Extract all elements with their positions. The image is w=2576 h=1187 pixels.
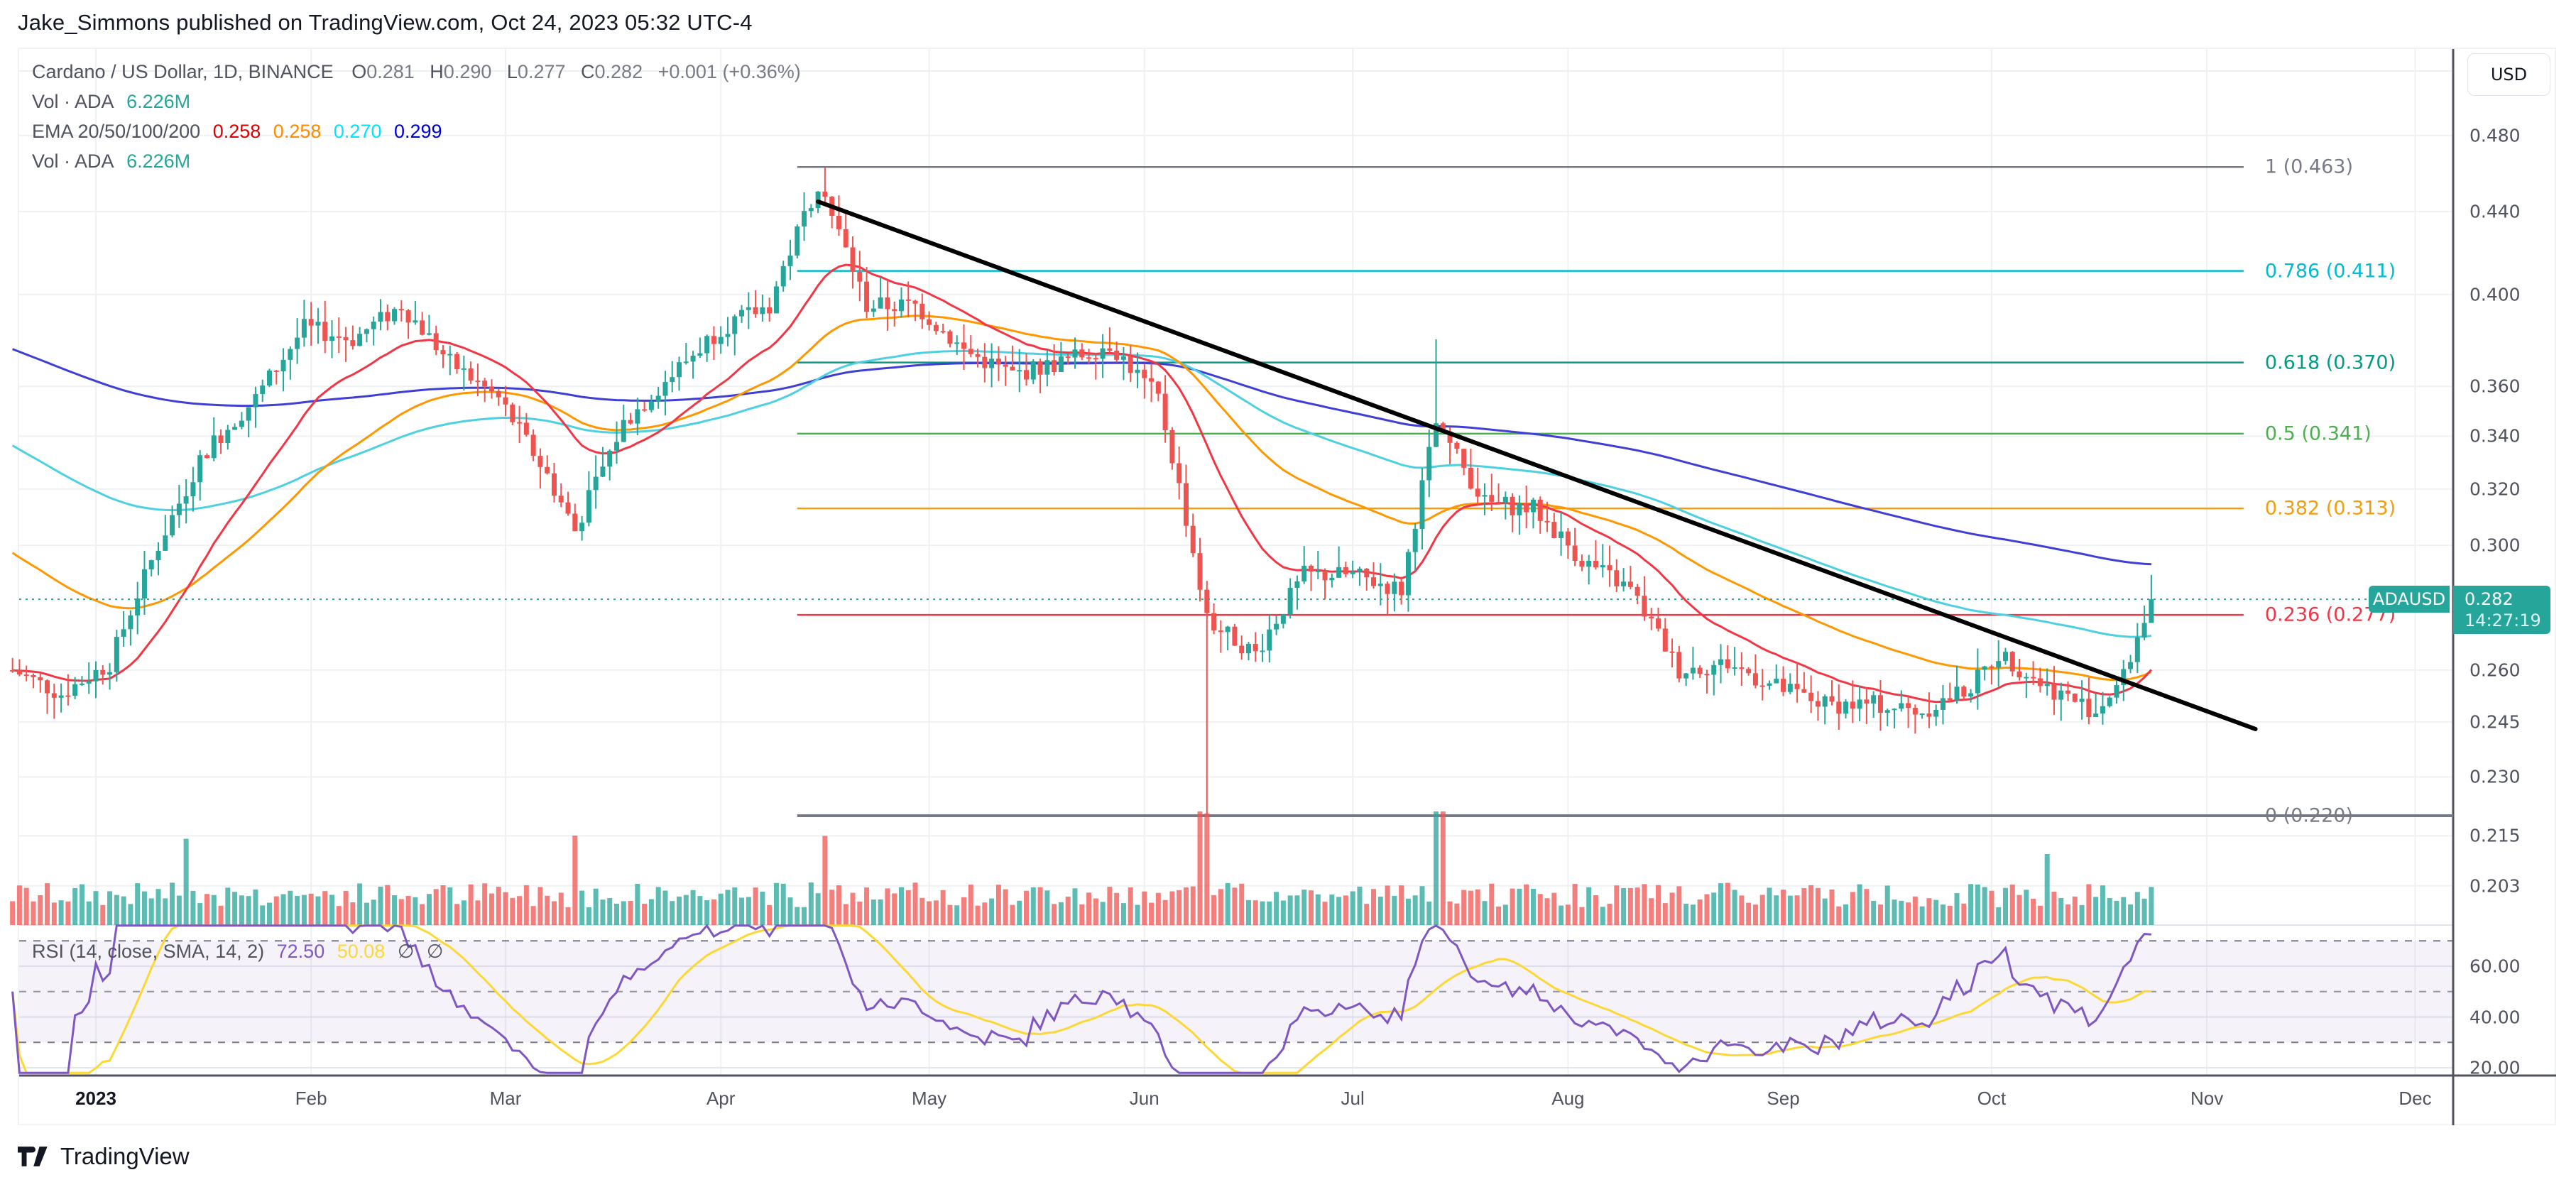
close-label: C [581, 61, 595, 82]
rsi-extra-1: ∅ [397, 941, 415, 962]
volume-legend[interactable]: Vol · ADA 6.226M [32, 91, 197, 113]
volume-bars [10, 811, 2154, 925]
fib-label: 0.382 (0.313) [2264, 497, 2396, 520]
open-value: 0.281 [366, 61, 415, 82]
time-tick: Jun [1129, 1088, 1159, 1109]
price-tick: 0.260 [2469, 660, 2521, 681]
volume-value: 6.226M [126, 91, 191, 112]
rsi-tick: 40.00 [2469, 1007, 2521, 1027]
fib-label: 1 (0.463) [2264, 155, 2353, 178]
ema-label: EMA 20/50/100/200 [32, 121, 201, 142]
volume-value-2: 6.226M [126, 151, 191, 172]
ema100-value: 0.270 [333, 121, 382, 142]
rsi-line [11, 924, 2152, 1074]
currency-button[interactable]: USD [2467, 53, 2550, 96]
volume-legend-2[interactable]: Vol · ADA 6.226M [32, 151, 197, 173]
price-tick: 0.300 [2469, 535, 2521, 556]
ema50-value: 0.258 [273, 121, 322, 142]
volume-label-2: Vol · ADA [32, 151, 114, 172]
ema-legend[interactable]: EMA 20/50/100/200 0.258 0.258 0.270 0.29… [32, 121, 449, 143]
tradingview-logo-icon [18, 1147, 48, 1166]
fib-label: 0.786 (0.411) [2264, 260, 2396, 283]
time-tick: Mar [489, 1088, 522, 1109]
time-tick: Aug [1551, 1088, 1585, 1109]
rsi-extra-2: ∅ [426, 941, 444, 962]
rsi-band [19, 941, 2453, 1043]
time-tick: Jul [1341, 1088, 1365, 1109]
trendline[interactable] [816, 199, 2258, 731]
publisher-line: Jake_Simmons published on TradingView.co… [18, 10, 753, 35]
time-tick: Apr [706, 1088, 736, 1109]
tradingview-logo[interactable]: TradingView [18, 1143, 190, 1170]
change-value: +0.001 (+0.36%) [657, 61, 801, 82]
price-tick: 0.360 [2469, 376, 2521, 397]
low-label: L [506, 61, 518, 82]
symbol-title: Cardano / US Dollar, 1D, BINANCE [32, 61, 334, 82]
symbol-price-tag: ADAUSD [2369, 586, 2450, 613]
chart-frame [18, 48, 2556, 1125]
ema100-line [11, 349, 2152, 638]
time-tick: Sep [1767, 1088, 1800, 1109]
price-tick: 0.203 [2469, 875, 2521, 897]
current-price: 0.282 [2465, 589, 2514, 609]
ema200-value: 0.299 [393, 121, 442, 142]
price-tick: 0.230 [2469, 766, 2521, 787]
price-tick: 0.215 [2469, 825, 2521, 846]
fib-label: 0.618 (0.370) [2264, 351, 2396, 374]
candles [10, 167, 2154, 816]
brand-name: TradingView [60, 1143, 190, 1169]
ema200-line [12, 348, 2151, 566]
ema50-line [11, 314, 2152, 682]
symbol-legend[interactable]: Cardano / US Dollar, 1D, BINANCE O0.281 … [32, 61, 811, 83]
rsi-sma-value: 50.08 [337, 941, 386, 962]
current-price-tag: 0.282 14:27:19 [2453, 586, 2550, 634]
time-tick: Feb [295, 1088, 327, 1109]
price-tick: 0.340 [2469, 425, 2521, 447]
time-tick: Nov [2190, 1088, 2224, 1109]
high-label: H [430, 61, 444, 82]
low-value: 0.277 [517, 61, 566, 82]
price-tick: 0.320 [2469, 478, 2521, 500]
fib-label: 0.5 (0.341) [2264, 422, 2372, 445]
price-tick: 0.440 [2469, 201, 2521, 222]
fib-label: 0 (0.220) [2264, 804, 2353, 827]
time-tick: Oct [1977, 1088, 2007, 1109]
volume-label: Vol · ADA [32, 91, 114, 112]
price-tick: 0.480 [2469, 125, 2521, 146]
rsi-tick: 60.00 [2469, 956, 2521, 977]
close-value: 0.282 [594, 61, 643, 82]
time-tick: Dec [2398, 1088, 2432, 1109]
time-tick: May [912, 1088, 947, 1109]
ema20-line [12, 263, 2153, 704]
rsi-legend[interactable]: RSI (14, close, SMA, 14, 2) 72.50 50.08 … [32, 941, 450, 963]
price-tick: 0.400 [2469, 284, 2521, 305]
rsi-value: 72.50 [276, 941, 325, 962]
rsi-tick: 20.00 [2469, 1057, 2521, 1078]
price-tick: 0.245 [2469, 711, 2521, 733]
time-tick: 2023 [75, 1088, 116, 1109]
rsi-label: RSI (14, close, SMA, 14, 2) [32, 941, 265, 962]
bar-countdown: 14:27:19 [2465, 611, 2541, 630]
high-value: 0.290 [443, 61, 492, 82]
ema20-value: 0.258 [212, 121, 261, 142]
open-label: O [351, 61, 367, 82]
